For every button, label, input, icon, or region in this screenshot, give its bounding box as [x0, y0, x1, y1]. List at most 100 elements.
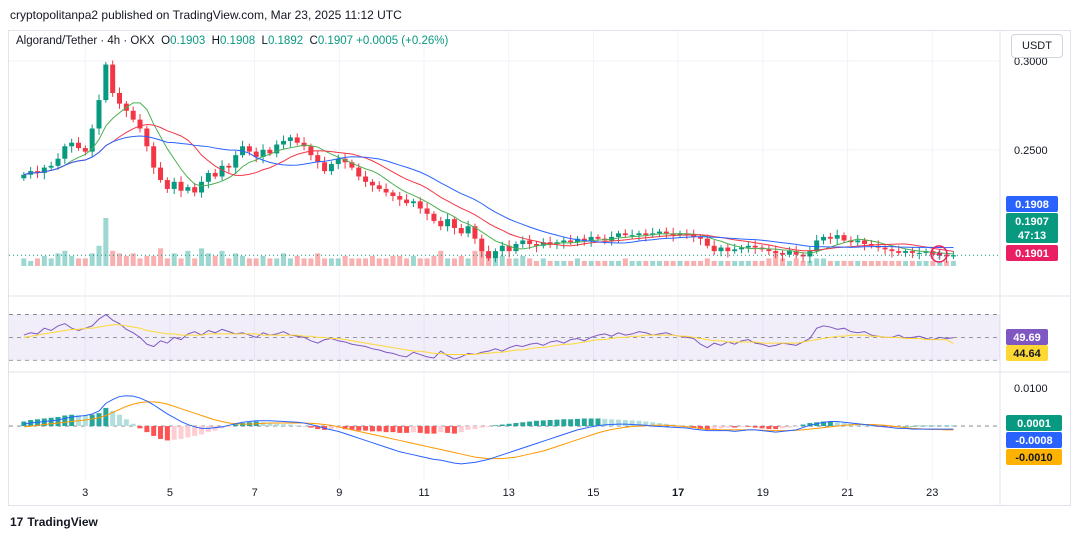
volume-bar [301, 258, 307, 266]
volume-bar [472, 250, 478, 266]
volume-bar [28, 260, 34, 266]
macd-histogram-bar [636, 420, 642, 427]
candle-body [506, 245, 512, 252]
macd-histogram-bar [698, 426, 704, 430]
candle-body [732, 249, 738, 252]
volume-bar [622, 258, 628, 266]
candle-body [219, 165, 225, 177]
lightning-bolt-icon [936, 248, 943, 260]
volume-bar [800, 260, 806, 266]
candle-body [82, 148, 88, 152]
volume-bar [650, 260, 656, 266]
macd-histogram-bar [615, 419, 621, 427]
candle-body [622, 233, 628, 236]
candle-body [465, 226, 471, 234]
close-label: C [309, 35, 318, 47]
macd-histogram-bar [410, 426, 416, 433]
candle-body [274, 144, 280, 154]
macd-histogram-bar [540, 420, 546, 427]
candle-body [96, 100, 102, 129]
macd-histogram-bar [739, 426, 745, 427]
macd-histogram-bar [650, 422, 656, 427]
volume-bar [21, 258, 27, 266]
volume-bar [643, 260, 649, 266]
volume-bar [773, 250, 779, 266]
macd-histogram-bar [752, 426, 758, 428]
macd-histogram-bar [520, 422, 526, 427]
symbol-title[interactable]: Algorand/Tether · 4h · OKX [16, 35, 155, 47]
x-tick-label: 9 [336, 487, 342, 499]
candle-body [328, 164, 334, 172]
macd-histogram-bar [923, 425, 929, 427]
macd-histogram-bar [622, 420, 628, 427]
macd-histogram-bar [144, 426, 150, 433]
volume-bar [547, 260, 553, 266]
volume-bar [465, 258, 471, 266]
macd-histogram-bar [629, 420, 635, 427]
macd-histogram-bar [404, 426, 410, 433]
candle-body [233, 155, 239, 168]
candle-body [937, 254, 943, 256]
publisher-header: cryptopolitanpa2 published on TradingVie… [10, 8, 402, 22]
macd-histogram-bar [533, 420, 539, 427]
macd-histogram-bar [568, 419, 574, 427]
rsi-ma-line [23, 324, 954, 356]
volume-bar [581, 260, 587, 266]
volume-bar [69, 255, 75, 266]
macd-histogram-bar [212, 426, 218, 431]
rsi-ma-value-label [1006, 345, 1048, 361]
x-tick-label: 23 [926, 487, 938, 499]
macd-histogram-bar [62, 415, 68, 427]
candle-body [130, 110, 136, 120]
candle-body [780, 252, 786, 255]
macd-histogram-bar [800, 424, 806, 427]
macd-histogram-bar [199, 426, 205, 435]
candle-body [451, 219, 457, 229]
x-tick-label: 15 [587, 487, 599, 499]
candle-body [499, 245, 505, 252]
volume-bar [909, 260, 915, 266]
candle-body [41, 167, 47, 173]
volume-bar [267, 258, 273, 266]
macd-histogram-bar [158, 426, 164, 439]
candle-body [110, 64, 116, 93]
volume-bar [342, 255, 348, 266]
volume-bar [882, 260, 888, 266]
macd-histogram-bar [130, 423, 136, 427]
volume-bar [766, 258, 772, 266]
volume-bar [274, 258, 280, 266]
macd-histogram-bar [363, 426, 369, 431]
candle-body [527, 240, 533, 245]
volume-bar [698, 260, 704, 266]
candle-body [636, 233, 642, 236]
volume-bar [48, 258, 54, 266]
volume-bar [96, 245, 102, 266]
tradingview-footer[interactable]: 17 TradingView [10, 515, 98, 529]
macd-histogram-label-text: 0.0001 [1017, 418, 1051, 430]
volume-bar [520, 255, 526, 266]
x-tick-label: 3 [82, 487, 88, 499]
macd-signal-label-text: -0.0010 [1015, 452, 1052, 464]
volume-bar [240, 255, 246, 266]
candle-body [773, 251, 779, 253]
macd-histogram-bar [868, 426, 874, 427]
volume-bar [328, 258, 334, 266]
volume-bar [759, 260, 765, 266]
candle-body [882, 247, 888, 250]
volume-bar [144, 255, 150, 266]
macd-histogram-bar [267, 423, 273, 427]
macd-histogram-bar [574, 418, 580, 427]
candle-body [739, 247, 745, 250]
candle-body [117, 92, 123, 104]
macd-histogram-bar [506, 423, 512, 427]
change-value: +0.0005 (+0.26%) [356, 35, 449, 47]
macd-histogram-bar [465, 426, 471, 430]
macd-histogram-bar [780, 426, 786, 429]
currency-button[interactable]: USDT [1011, 34, 1063, 58]
macd-histogram-bar [281, 424, 287, 427]
macd-histogram-bar [69, 414, 75, 427]
candle-body [48, 165, 54, 168]
macd-histogram-bar [643, 421, 649, 427]
candle-body [848, 240, 854, 243]
